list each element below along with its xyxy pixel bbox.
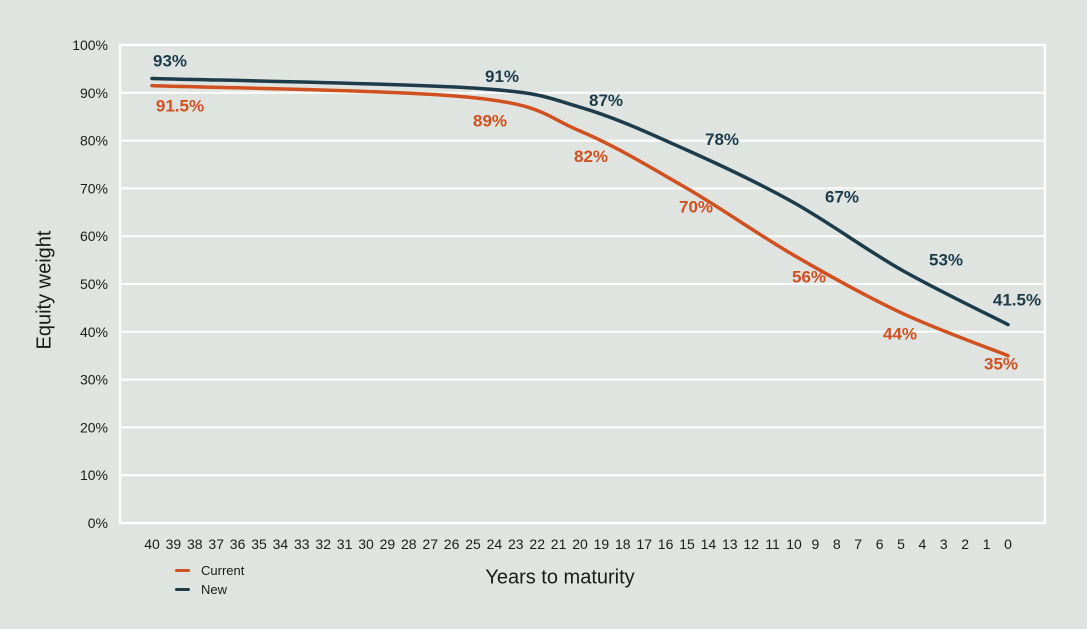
point-label-current: 56%	[792, 267, 826, 286]
plot-border	[118, 43, 1047, 525]
x-tick-label: 20	[572, 536, 588, 552]
x-tick-label: 38	[187, 536, 203, 552]
x-tick-label: 28	[401, 536, 417, 552]
x-tick-label: 24	[487, 536, 503, 552]
x-tick-label: 34	[273, 536, 289, 552]
point-label-current: 70%	[679, 197, 713, 216]
series-line-current	[150, 83, 1010, 358]
point-label-new: 53%	[929, 251, 963, 270]
point-label-current: 91.5%	[156, 97, 204, 116]
y-tick-label: 90%	[80, 85, 108, 101]
x-tick-label: 37	[208, 536, 224, 552]
x-tick-label: 40	[144, 536, 160, 552]
x-tick-label: 26	[444, 536, 460, 552]
x-tick-label: 17	[636, 536, 652, 552]
x-tick-label: 8	[833, 536, 841, 552]
point-label-new: 87%	[589, 91, 623, 110]
x-tick-label: 7	[854, 536, 862, 552]
y-tick-label: 30%	[80, 372, 108, 388]
y-tick-label: 80%	[80, 133, 108, 149]
x-axis-title: Years to maturity	[485, 566, 635, 589]
y-tick-label: 10%	[80, 467, 108, 483]
y-tick-label: 100%	[72, 37, 108, 53]
y-axis-title: Equity weight	[33, 230, 56, 350]
x-tick-label: 36	[230, 536, 246, 552]
y-tick-label: 20%	[80, 419, 108, 435]
x-tick-label: 2	[961, 536, 969, 552]
point-label-current: 35%	[984, 355, 1018, 374]
legend-swatch-new	[175, 587, 190, 592]
point-label-current: 82%	[574, 147, 608, 166]
x-tick-label: 9	[812, 536, 820, 552]
x-tick-label: 4	[919, 536, 927, 552]
x-tick-label: 12	[743, 536, 759, 552]
x-tick-label: 33	[294, 536, 310, 552]
x-tick-label: 10	[786, 536, 802, 552]
x-tick-label: 6	[876, 536, 884, 552]
x-tick-label: 25	[465, 536, 481, 552]
y-tick-label: 40%	[80, 324, 108, 340]
x-tick-label: 15	[679, 536, 695, 552]
x-tick-label: 32	[315, 536, 331, 552]
point-label-new: 78%	[705, 130, 739, 149]
x-tick-label: 13	[722, 536, 738, 552]
x-tick-label: 19	[594, 536, 610, 552]
x-tick-label: 3	[940, 536, 948, 552]
y-tick-label: 70%	[80, 180, 108, 196]
x-tick-label: 5	[897, 536, 905, 552]
x-tick-label: 35	[251, 536, 267, 552]
series-line-new	[150, 76, 1010, 327]
y-tick-label: 50%	[80, 276, 108, 292]
point-label-current: 89%	[473, 112, 507, 131]
x-tick-label: 23	[508, 536, 524, 552]
x-tick-label: 11	[765, 536, 780, 552]
legend-swatch-current	[175, 568, 190, 573]
x-tick-label: 27	[422, 536, 438, 552]
point-label-new: 93%	[153, 51, 187, 70]
x-tick-label: 31	[337, 536, 353, 552]
legend-label-new: New	[201, 582, 228, 597]
legend-item-new: New	[175, 582, 244, 597]
legend: Current New	[175, 563, 245, 597]
legend-label-current: Current	[201, 563, 245, 578]
point-label-new: 67%	[825, 188, 859, 207]
x-tick-label: 22	[529, 536, 545, 552]
x-tick-label: 1	[983, 536, 991, 552]
y-tick-label: 60%	[80, 228, 108, 244]
y-tick-label: 0%	[88, 515, 108, 531]
x-tick-label: 0	[1004, 536, 1012, 552]
x-tick-label: 39	[166, 536, 182, 552]
legend-item-current: Current	[175, 563, 245, 578]
x-tick-label: 30	[358, 536, 374, 552]
x-tick-label: 14	[701, 536, 717, 552]
x-tick-label: 29	[380, 536, 396, 552]
point-label-new: 91%	[485, 67, 519, 86]
point-label-current: 44%	[883, 325, 917, 344]
x-tick-label: 16	[658, 536, 674, 552]
x-tick-label: 21	[551, 536, 567, 552]
point-label-new: 41.5%	[993, 291, 1041, 310]
x-tick-label: 18	[615, 536, 631, 552]
